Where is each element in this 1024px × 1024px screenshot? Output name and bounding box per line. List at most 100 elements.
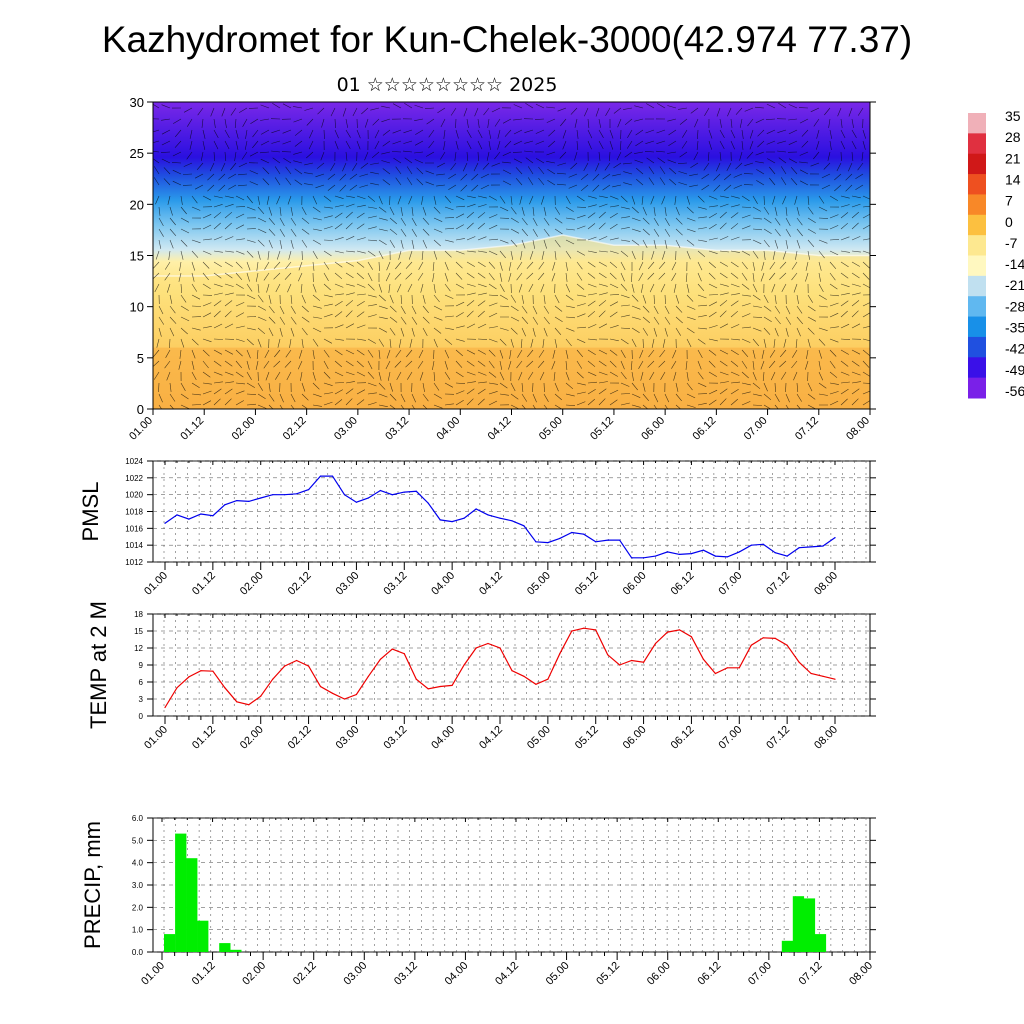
x-tick-label: 07.00 [716, 570, 744, 598]
x-tick-label: 01.12 [190, 960, 218, 988]
x-tick-label: 05.00 [525, 570, 553, 598]
x-tick-label: 05.12 [573, 724, 601, 752]
y-tick-label: 2.0 [132, 903, 144, 912]
data-point [666, 551, 669, 553]
x-tick-label: 07.00 [716, 724, 744, 752]
data-point [415, 490, 417, 492]
data-point [379, 658, 381, 660]
y-tick-label: 15 [130, 249, 144, 264]
data-point [427, 502, 429, 504]
x-tick-label: 04.00 [429, 724, 457, 752]
precip-bar [197, 920, 209, 952]
data-point [319, 475, 322, 477]
colorbar-swatch [968, 174, 986, 195]
data-point [654, 642, 657, 645]
data-point [188, 676, 190, 678]
x-tick-label: 03.00 [341, 960, 369, 988]
data-point [607, 539, 609, 541]
panel-frame [152, 613, 871, 717]
colorbar-label: 7 [1005, 193, 1013, 209]
data-point [774, 637, 776, 640]
x-tick-label: 01.00 [139, 960, 167, 988]
data-point [403, 653, 405, 655]
data-point [451, 684, 453, 687]
colorbar-label: -35 [1005, 320, 1024, 336]
y-tick-label: 20 [130, 197, 144, 212]
data-point [367, 497, 369, 499]
data-point [702, 549, 705, 551]
precip-bar [781, 940, 794, 952]
data-point [308, 489, 310, 491]
data-point [331, 475, 334, 477]
warm-layer-band [153, 235, 870, 409]
y-tick-label: 5 [137, 351, 144, 366]
freezing-line [153, 234, 870, 277]
data-point [762, 637, 764, 639]
x-tick-label: 08.00 [812, 724, 840, 752]
colorbar-swatch [968, 113, 986, 134]
y-tick-label: 0.0 [132, 948, 144, 957]
x-tick-label: 04.00 [434, 415, 462, 443]
data-point [188, 518, 190, 520]
data-point [834, 678, 836, 680]
temperature-panel: 0 5 10 15 20 25 30 01.00 01.12 02.00 02.12 03.00 03.… [127, 95, 876, 443]
colorbar-label: -28 [1005, 298, 1024, 314]
y-tick-label: 4.0 [132, 859, 144, 868]
data-point [595, 541, 597, 543]
y-tick-label: 3 [139, 695, 144, 704]
data-point [726, 667, 728, 669]
x-tick-label: 06.00 [621, 724, 649, 752]
x-tick-label: 03.12 [381, 724, 409, 752]
x-tick-label: 02.12 [286, 724, 314, 752]
data-point [176, 514, 178, 516]
data-point [607, 654, 609, 656]
y-tick-label: 1014 [125, 541, 143, 550]
x-tick-label: 07.12 [797, 960, 825, 988]
data-point [248, 500, 250, 502]
data-point [511, 520, 513, 522]
data-point [810, 672, 812, 675]
data-point [774, 552, 776, 554]
data-point [272, 494, 274, 496]
data-point [463, 664, 465, 666]
colorbar-swatch [968, 133, 986, 155]
temp-panel: 0 3 6 9 12 15 18 01.00 01.12 02.00 02.12 03.00 03.12… [86, 601, 876, 752]
x-tick-label: 01.00 [142, 724, 170, 752]
x-tick-label: 02.12 [286, 570, 314, 598]
x-tick-label: 03.00 [334, 570, 362, 598]
pmsl-panel: 1012 1014 1016 1018 1020 1022 1024 01.00 01.12 02… [78, 457, 876, 598]
data-point [260, 497, 262, 499]
data-point [343, 698, 346, 700]
data-point [463, 517, 465, 519]
data-point [678, 629, 681, 631]
y-tick-label: 1022 [125, 474, 143, 483]
x-tick-label: 08.00 [847, 960, 875, 988]
colorbar-swatch [968, 194, 986, 216]
data-point [523, 675, 525, 677]
x-tick-label: 04.12 [486, 415, 514, 443]
data-point [296, 659, 298, 662]
data-point [643, 661, 645, 663]
x-tick-label: 01.00 [142, 570, 170, 598]
y-tick-label: 18 [134, 610, 143, 619]
data-point [523, 525, 525, 527]
y-tick-label: 10 [130, 300, 144, 315]
x-tick-label: 06.12 [669, 724, 697, 752]
data-point [619, 539, 621, 541]
precip-bar [792, 896, 805, 952]
data-point [535, 683, 537, 685]
data-point [750, 644, 752, 646]
colorbar-label: 28 [1005, 129, 1021, 145]
data-point [224, 504, 226, 506]
data-point [631, 659, 633, 662]
data-point [690, 553, 693, 555]
y-tick-label: 1020 [125, 491, 143, 500]
y-tick-label: 9 [139, 661, 144, 670]
data-point [786, 644, 788, 646]
precip-bar [814, 934, 827, 952]
colorbar-swatch [968, 316, 986, 338]
data-point [331, 692, 334, 694]
x-tick-label: 07.12 [793, 415, 821, 443]
data-point [798, 547, 800, 549]
data-point [260, 695, 262, 697]
